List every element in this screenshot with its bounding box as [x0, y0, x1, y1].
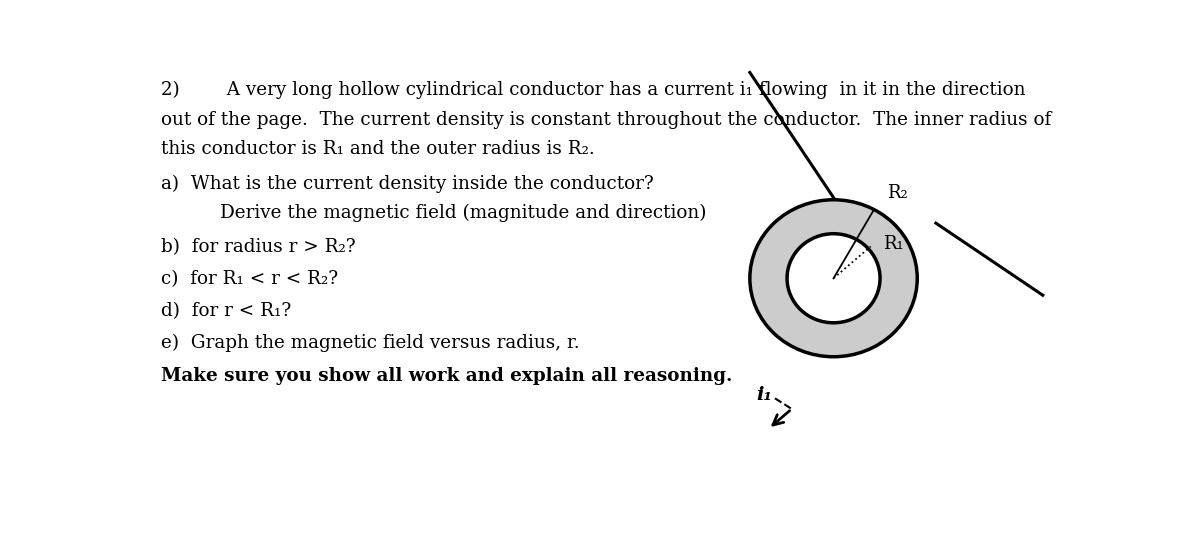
Ellipse shape: [787, 234, 880, 323]
Text: b)  for radius r > R₂?: b) for radius r > R₂?: [161, 238, 355, 256]
Text: Make sure you show all work and explain all reasoning.: Make sure you show all work and explain …: [161, 368, 732, 385]
Text: this conductor is R₁ and the outer radius is R₂.: this conductor is R₁ and the outer radiu…: [161, 141, 595, 158]
Text: d)  for r < R₁?: d) for r < R₁?: [161, 301, 292, 320]
Text: c)  for R₁ < r < R₂?: c) for R₁ < r < R₂?: [161, 270, 338, 288]
Text: 2)        A very long hollow cylindrical conductor has a current i₁ flowing  in : 2) A very long hollow cylindrical conduc…: [161, 81, 1026, 99]
Text: R₂: R₂: [887, 185, 907, 202]
Text: out of the page.  The current density is constant throughout the conductor.  The: out of the page. The current density is …: [161, 111, 1051, 129]
Text: a)  What is the current density inside the conductor?: a) What is the current density inside th…: [161, 174, 654, 192]
Text: Derive the magnetic field (magnitude and direction): Derive the magnetic field (magnitude and…: [220, 204, 707, 222]
Text: R₁: R₁: [883, 235, 904, 253]
Ellipse shape: [750, 200, 917, 356]
Text: i₁: i₁: [756, 386, 773, 404]
Text: e)  Graph the magnetic field versus radius, r.: e) Graph the magnetic field versus radiu…: [161, 333, 580, 352]
